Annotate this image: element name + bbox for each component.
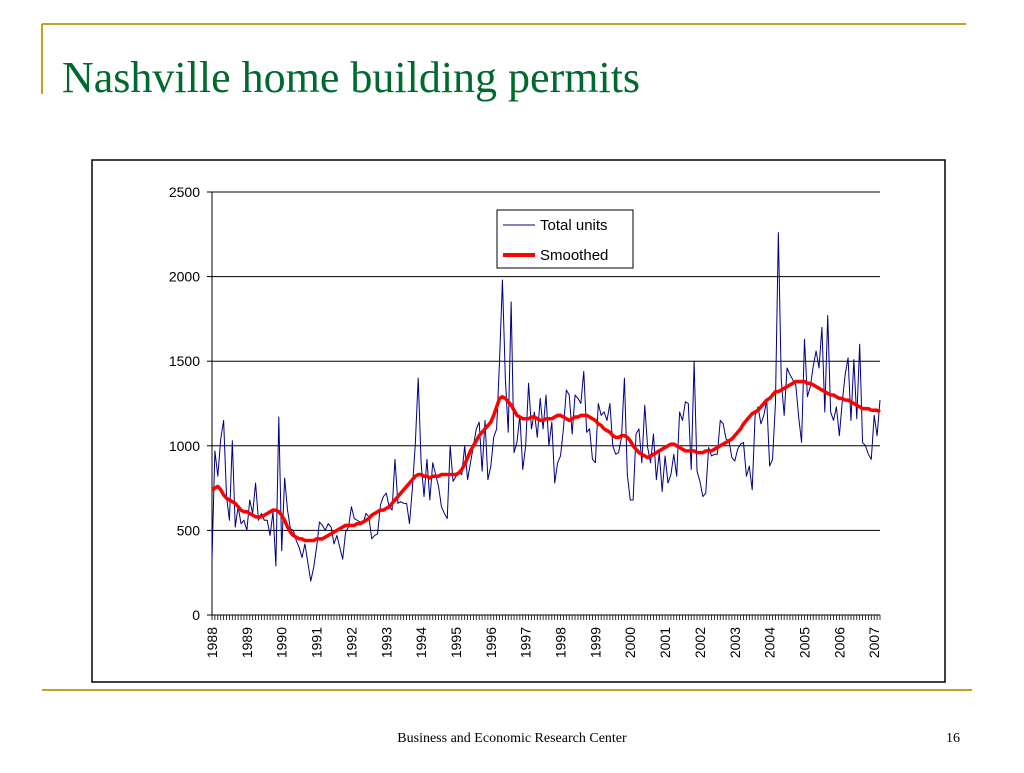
x-tick-label: 2003 (727, 627, 743, 658)
page-number: 16 (946, 731, 960, 746)
x-tick-label: 2007 (866, 627, 882, 658)
x-tick-label: 1989 (239, 627, 255, 658)
y-tick-label: 500 (177, 522, 201, 538)
series-line (211, 232, 881, 582)
slide-title: Nashville home building permits (62, 53, 640, 102)
legend-box (496, 209, 634, 269)
x-tick-label: 1995 (448, 627, 464, 658)
x-tick-label: 1997 (518, 627, 534, 658)
x-tick-label: 1992 (343, 627, 359, 658)
x-tick-label: 2002 (692, 627, 708, 658)
y-tick-label: 2500 (169, 184, 200, 200)
x-tick-label: 2000 (622, 627, 638, 658)
x-tick-label: 2005 (796, 627, 812, 658)
y-tick-label: 2000 (169, 269, 200, 285)
legend-label: Smoothed (540, 247, 608, 264)
y-tick-label: 0 (192, 607, 200, 623)
x-tick-label: 2006 (831, 627, 847, 658)
y-tick-label: 1000 (169, 438, 200, 454)
series-line (211, 379, 881, 543)
x-tick-label: 2004 (762, 627, 778, 658)
x-tick-label: 1998 (553, 627, 569, 658)
x-tick-label: 1990 (274, 627, 290, 658)
y-tick-label: 1500 (169, 353, 200, 369)
x-tick-label: 1999 (587, 627, 603, 658)
legend-label: Total units (540, 217, 608, 234)
x-tick-label: 1993 (378, 627, 394, 658)
legend: Total units Smoothed (496, 209, 634, 269)
x-tick-label: 2001 (657, 627, 673, 658)
x-tick-label: 1996 (483, 627, 499, 658)
x-tick-label: 1988 (204, 627, 220, 658)
plot: 0 500 1000 1500 2000 2500 1988 1989 1990 1991 1992… (169, 184, 882, 658)
x-tick-label: 1991 (309, 627, 325, 658)
footer: Business and Economic Research Center (397, 731, 627, 746)
x-tick-label: 1994 (413, 627, 429, 658)
